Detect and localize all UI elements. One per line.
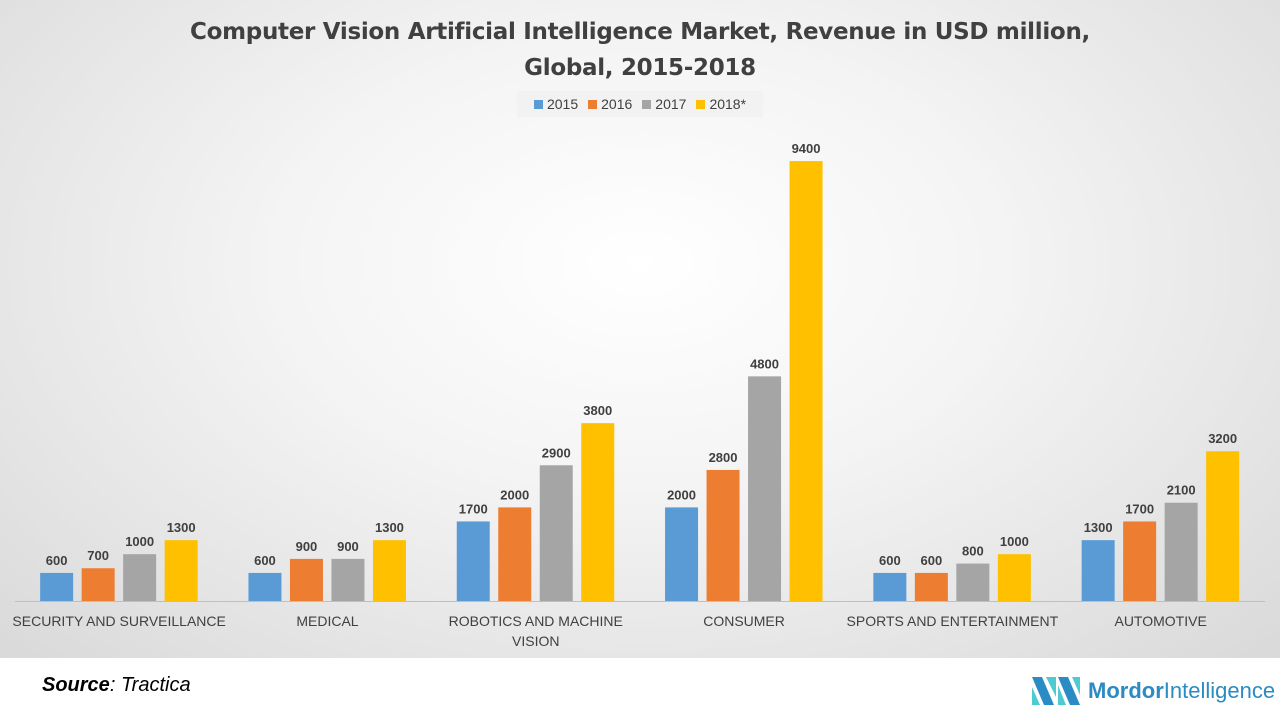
legend: 2015 2016 2017 2018* <box>517 91 763 117</box>
bar-2015-5 <box>1081 540 1115 601</box>
data-label: 900 <box>296 539 318 554</box>
mordor-intelligence-logo: MordorIntelligence <box>1032 677 1275 705</box>
bar-2017-2 <box>539 465 573 601</box>
bar-2016-3 <box>706 469 740 601</box>
legend-label: 2017 <box>655 96 687 112</box>
data-label: 2000 <box>667 487 696 502</box>
source-value: Tractica <box>120 674 191 696</box>
bar-2017-1 <box>331 558 365 601</box>
logo-mark-icon <box>1032 677 1080 705</box>
source-label: Source <box>42 674 110 696</box>
legend-item-2018: 2018* <box>696 96 746 112</box>
legend-item-2015: 2015 <box>533 96 579 112</box>
data-label: 3200 <box>1208 431 1237 446</box>
legend-label: 2015 <box>546 96 579 112</box>
data-label: 600 <box>46 553 68 568</box>
category-label: MEDICAL <box>296 613 358 629</box>
legend-item-2016: 2016 <box>588 96 632 112</box>
data-label: 2000 <box>500 487 529 502</box>
category-label: VISION <box>512 633 559 649</box>
bar-2016-1 <box>289 558 323 601</box>
data-label: 600 <box>254 553 276 568</box>
plot-area: 600 700 1000 1300 SECURITY AND SURVEILLANCE 6… <box>12 141 1265 649</box>
data-label: 900 <box>337 539 359 554</box>
bar-2017-3 <box>748 376 782 601</box>
bar-2018-5 <box>1206 451 1240 601</box>
bar-2015-3 <box>665 507 699 601</box>
data-label: 1000 <box>1000 534 1029 549</box>
data-label: 3800 <box>583 403 612 418</box>
data-label: 600 <box>920 553 942 568</box>
bar-2018-3 <box>789 161 823 601</box>
legend-item-2017: 2017 <box>642 96 686 112</box>
bar-2018-1 <box>372 540 406 601</box>
bar-2016-4 <box>914 572 948 601</box>
data-label: 2100 <box>1167 483 1196 498</box>
bar-2015-0 <box>40 572 74 601</box>
bar-2016-0 <box>81 568 115 601</box>
bar-2017-5 <box>1164 502 1198 601</box>
bar-2018-4 <box>997 554 1031 601</box>
data-label: 2800 <box>709 450 738 465</box>
category-label: SECURITY AND SURVEILLANCE <box>12 613 225 629</box>
data-label: 1300 <box>1084 520 1113 535</box>
data-label: 2900 <box>542 445 571 460</box>
data-label: 1700 <box>1125 501 1154 516</box>
data-label: 4800 <box>750 356 779 371</box>
category-label: ROBOTICS AND MACHINE <box>449 613 623 629</box>
data-label: 1700 <box>459 501 488 516</box>
bar-2017-4 <box>956 563 990 601</box>
data-label: 800 <box>962 544 984 559</box>
bar-2016-5 <box>1123 521 1157 601</box>
data-label: 1000 <box>125 534 154 549</box>
legend-label: 2016 <box>601 96 633 112</box>
bar-2015-4 <box>873 572 907 601</box>
legend-swatch <box>696 99 706 109</box>
data-label: 9400 <box>792 141 821 156</box>
data-label: 1300 <box>167 520 196 535</box>
bar-2016-2 <box>498 507 532 601</box>
category-label: CONSUMER <box>703 613 785 629</box>
data-label: 600 <box>879 553 901 568</box>
bar-2018-2 <box>581 423 615 601</box>
category-label: AUTOMOTIVE <box>1114 613 1206 629</box>
bar-2015-1 <box>248 572 282 601</box>
bar-2015-2 <box>456 521 490 601</box>
category-label: SPORTS AND ENTERTAINMENT <box>847 613 1059 629</box>
logo-text-regular: Intelligence <box>1163 678 1276 703</box>
legend-swatch <box>642 99 652 109</box>
legend-swatch <box>533 99 543 109</box>
chart-title-text: Computer Vision Artificial Intelligence … <box>190 19 1090 81</box>
chart-title: Computer Vision Artificial Intelligence … <box>0 14 1280 86</box>
source-note: Source: Tractica <box>42 674 191 696</box>
logo-text-bold: Mordor <box>1088 678 1164 703</box>
data-label: 1300 <box>375 520 404 535</box>
logo-text: MordorIntelligence <box>1088 678 1275 704</box>
legend-swatch <box>588 99 598 109</box>
bar-2018-0 <box>164 540 198 601</box>
data-label: 700 <box>87 548 109 563</box>
legend-label: 2018* <box>709 96 747 112</box>
bar-2017-0 <box>123 554 157 601</box>
